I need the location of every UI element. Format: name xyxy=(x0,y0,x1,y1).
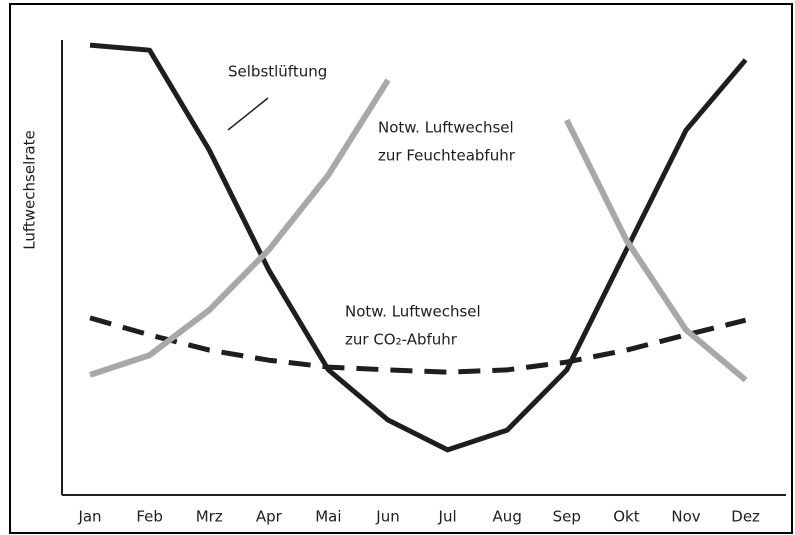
x-tick-label: Jun xyxy=(375,508,399,526)
x-tick-label: Okt xyxy=(613,508,639,526)
x-tick-label: Apr xyxy=(256,508,283,526)
line-dashed xyxy=(89,315,747,375)
x-tick-label: Mai xyxy=(315,508,341,526)
x-tick-label: Mrz xyxy=(196,508,223,526)
frame xyxy=(9,3,793,534)
x-tick-label: Nov xyxy=(671,508,700,526)
pointer xyxy=(227,97,269,131)
annotation: Selbstlüftung xyxy=(228,63,327,81)
y-axis-label: Luftwechselrate xyxy=(21,130,39,249)
x-tick-label: Aug xyxy=(493,508,522,526)
annotation: Notw. Luftwechsel xyxy=(378,119,514,137)
annotation: Notw. Luftwechsel xyxy=(345,303,481,321)
x-tick-label: Jul xyxy=(438,508,457,526)
x-tick-label: Jan xyxy=(77,508,101,526)
annotation: zur Feuchteabfuhr xyxy=(378,147,516,165)
x-tick-label: Sep xyxy=(553,508,581,526)
line-dotted xyxy=(564,118,748,383)
x-tick-label: Feb xyxy=(136,508,163,526)
line-dotted xyxy=(89,78,391,378)
x-tick-label: Dez xyxy=(731,508,760,526)
annotation: zur CO₂-Abfuhr xyxy=(345,331,458,349)
line-solid xyxy=(89,42,748,453)
